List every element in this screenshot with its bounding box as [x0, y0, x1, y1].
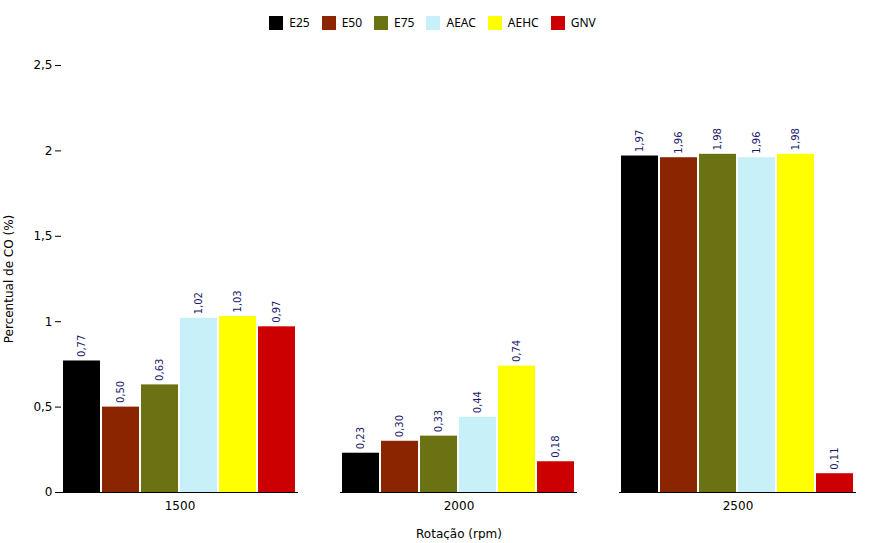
svg-text:0,74: 0,74 [511, 340, 522, 362]
svg-text:2,5: 2,5 [33, 58, 52, 72]
svg-text:2: 2 [45, 144, 53, 158]
svg-text:1,03: 1,03 [232, 290, 243, 312]
svg-text:1,96: 1,96 [673, 131, 684, 153]
svg-text:2500: 2500 [723, 499, 754, 513]
svg-text:0,18: 0,18 [550, 435, 561, 457]
svg-text:0,97: 0,97 [271, 301, 282, 323]
svg-text:1,98: 1,98 [712, 128, 723, 150]
svg-text:1500: 1500 [165, 499, 196, 513]
svg-text:1,97: 1,97 [634, 130, 645, 152]
html-text:E25: E25 [289, 14, 310, 31]
svg-text:0,23: 0,23 [355, 427, 366, 449]
svg-text:Percentual de CO (%): Percentual de CO (%) [2, 215, 16, 343]
html-text:E75: E75 [394, 14, 415, 31]
svg-text:0,30: 0,30 [394, 415, 405, 437]
svg-text:1: 1 [45, 315, 53, 329]
svg-text:0,11: 0,11 [829, 447, 840, 469]
svg-text:1,02: 1,02 [193, 292, 204, 314]
svg-text:0,63: 0,63 [154, 359, 165, 381]
svg-text:Rotação (rpm): Rotação (rpm) [416, 527, 502, 541]
svg-text:2000: 2000 [444, 499, 475, 513]
html-text:GNV: GNV [570, 14, 596, 31]
svg-text:1,96: 1,96 [751, 131, 762, 153]
html-text:AEHC: AEHC [507, 14, 539, 31]
html-text:AEAC: AEAC [446, 14, 476, 31]
html-text:E50: E50 [341, 14, 363, 31]
svg-text:0,5: 0,5 [33, 400, 52, 414]
svg-text:0,33: 0,33 [433, 410, 444, 432]
svg-text:0,50: 0,50 [115, 381, 126, 403]
svg-text:0,44: 0,44 [472, 391, 483, 413]
svg-text:1,98: 1,98 [790, 128, 801, 150]
svg-text:0,77: 0,77 [76, 335, 87, 357]
svg-text:1,5: 1,5 [33, 229, 52, 243]
svg-text:0: 0 [45, 485, 53, 499]
